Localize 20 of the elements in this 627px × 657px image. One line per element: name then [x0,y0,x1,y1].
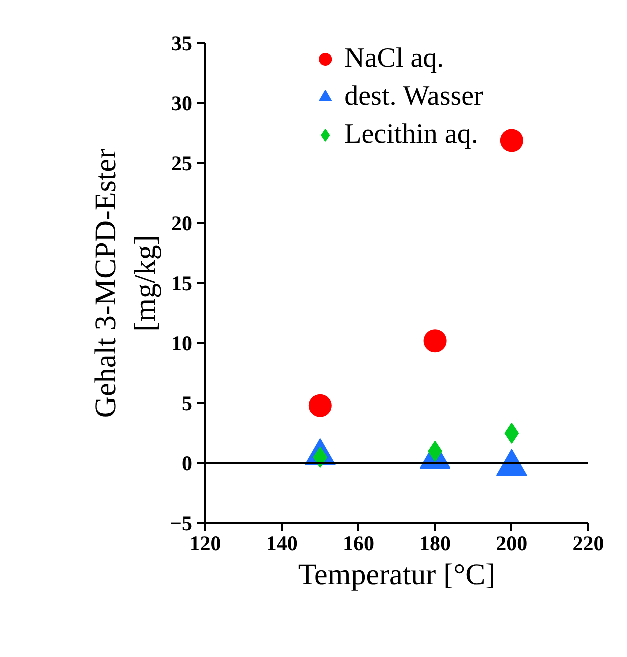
y-tick-label: 15 [172,272,192,296]
y-tick-label: 20 [172,212,192,236]
x-tick-label: 180 [420,532,452,556]
y-tick-label: 10 [172,332,192,356]
x-tick-label: 160 [342,532,374,556]
y-axis-title: Gehalt 3-MCPD-Ester [mg/kg] [89,148,162,418]
legend-label: dest. Wasser [344,81,484,113]
x-tick-label: 220 [572,532,604,556]
x-axis-title: Temperatur [°C] [298,558,496,592]
legend-label: NaCl aq. [344,43,444,75]
y-tick-label: −5 [170,512,192,536]
y-tick-label: 25 [172,152,192,176]
x-tick-label: 200 [496,532,528,556]
x-tick-label: 120 [190,532,222,556]
x-tick-label: 140 [266,532,298,556]
y-tick-label: 5 [182,392,192,416]
y-tick-label: 35 [172,32,192,56]
legend-label: Lecithin aq. [344,119,478,151]
y-tick-label: 30 [172,92,192,116]
y-tick-label: 0 [182,452,192,476]
